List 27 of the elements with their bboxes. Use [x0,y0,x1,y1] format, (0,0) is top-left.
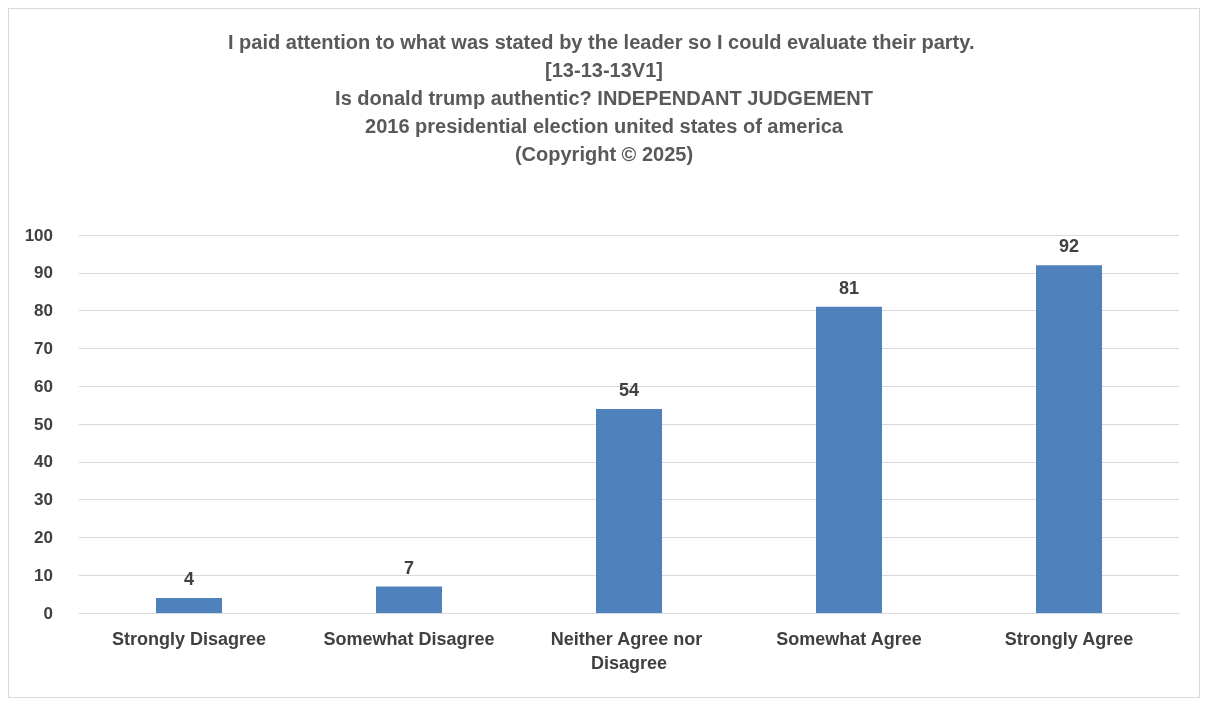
data-label: 4 [183,568,195,589]
y-tick-label: 80 [34,301,53,321]
y-tick-label: 40 [34,452,53,472]
y-tick-label: 100 [24,225,53,245]
y-tick-label: 60 [34,376,53,396]
y-tick-label: 50 [34,414,53,434]
y-tick-label: 30 [34,490,53,510]
x-tick-label: Somewhat Agree [776,629,922,649]
data-label: 54 [618,379,640,400]
chart-title: I paid attention to what was stated by the leader so I could evaluate their party. [13-13-13V1] Is donald trump authentic? INDEPENDANT JUDGEMENT 2016 presidential election united states of america (Copyright © 2025) [227,31,981,165]
bar [1036,265,1102,613]
x-tick-label: Neither Agree nor Disagree [550,629,708,673]
y-tick-label: 20 [34,527,53,547]
bar [816,306,882,613]
y-tick-label: 0 [43,603,53,623]
x-tick-label: Strongly Disagree [111,629,267,649]
data-label: 81 [838,277,860,298]
y-tick-label: 90 [34,263,53,283]
x-tick-label: Strongly Agree [1004,629,1134,649]
data-label: 7 [403,557,415,578]
y-tick-label: 70 [34,338,53,358]
bar [596,408,662,613]
data-label: 92 [1058,236,1080,257]
bar [376,586,442,613]
x-tick-label: Somewhat Disagree [323,629,495,649]
bar [156,597,222,613]
y-tick-label: 10 [34,565,53,585]
